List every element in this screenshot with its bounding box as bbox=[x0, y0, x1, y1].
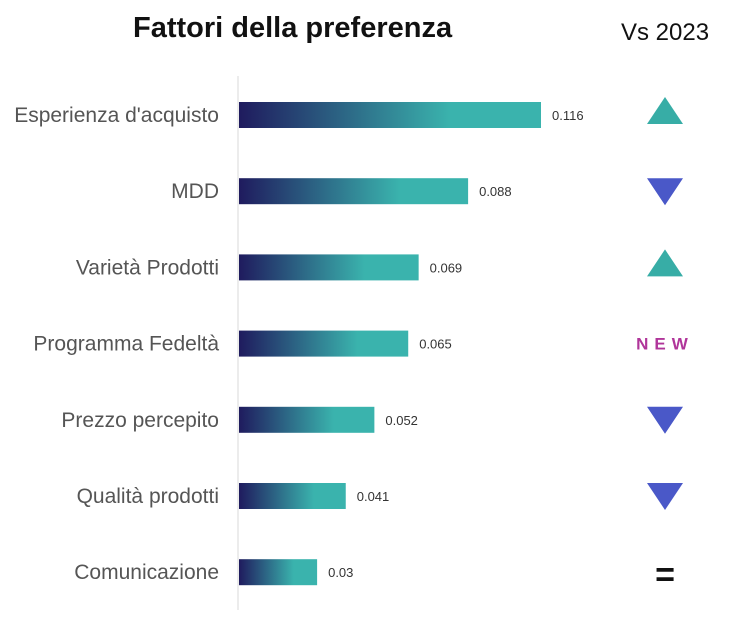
down-arrow-icon bbox=[647, 178, 683, 206]
value-label: 0.052 bbox=[385, 413, 418, 428]
category-label: Esperienza d'acquisto bbox=[14, 104, 219, 127]
bar bbox=[239, 102, 541, 128]
value-label: 0.03 bbox=[328, 565, 353, 580]
category-label: Prezzo percepito bbox=[61, 409, 219, 432]
value-label: 0.116 bbox=[552, 108, 584, 123]
chart-title: Fattori della preferenza bbox=[133, 12, 453, 44]
comparison-title: Vs 2023 bbox=[621, 19, 710, 46]
bar bbox=[239, 254, 419, 281]
category-label: Programma Fedeltà bbox=[33, 333, 219, 356]
value-label: 0.041 bbox=[357, 489, 390, 504]
category-label: Qualità prodotti bbox=[77, 485, 219, 508]
category-label: Varietà Prodotti bbox=[76, 256, 219, 279]
category-label: Comunicazione bbox=[74, 561, 219, 584]
bar bbox=[239, 178, 469, 205]
bar bbox=[239, 559, 318, 586]
up-arrow-icon bbox=[647, 249, 683, 277]
new-badge: NEW bbox=[636, 335, 694, 354]
down-arrow-icon bbox=[647, 406, 683, 434]
bar bbox=[239, 483, 346, 509]
unchanged-label: = bbox=[655, 556, 675, 594]
value-label: 0.088 bbox=[479, 184, 512, 199]
category-label: MDD bbox=[171, 180, 219, 203]
bar bbox=[239, 406, 375, 433]
down-arrow-icon bbox=[647, 483, 683, 510]
value-label: 0.069 bbox=[430, 260, 463, 275]
value-label: 0.065 bbox=[419, 337, 452, 352]
bar bbox=[239, 330, 409, 357]
up-arrow-icon bbox=[647, 97, 683, 124]
